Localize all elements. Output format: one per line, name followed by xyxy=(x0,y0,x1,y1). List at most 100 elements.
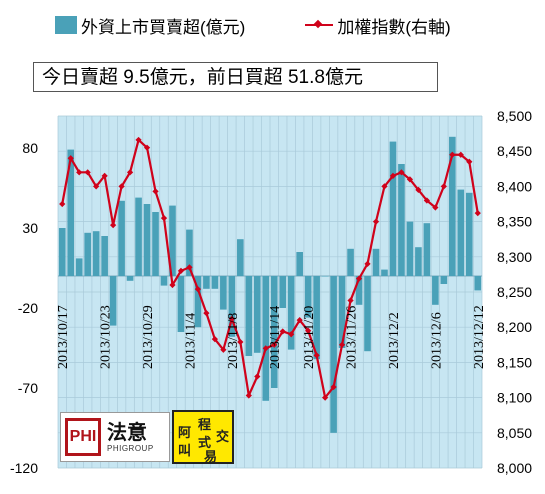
index-point xyxy=(93,183,100,190)
x-axis-tick-label: 2013/10/23 xyxy=(99,305,114,369)
bar xyxy=(270,276,278,388)
right-axis-tick-label: 8,000 xyxy=(497,460,532,476)
right-axis-tick-label: 8,250 xyxy=(497,284,532,300)
x-axis-tick-label: 2013/12/2 xyxy=(387,312,402,369)
right-axis-tick-label: 8,300 xyxy=(497,249,532,265)
bar xyxy=(398,164,405,276)
bar xyxy=(177,276,185,332)
bar xyxy=(152,212,159,276)
bar xyxy=(186,229,193,276)
index-point xyxy=(338,341,346,348)
bar xyxy=(338,276,346,348)
index-point xyxy=(143,144,151,151)
legend-item-line: 加權指數(右軸) xyxy=(305,13,451,38)
bar xyxy=(440,276,448,284)
index-point xyxy=(211,336,218,343)
index-point xyxy=(101,172,108,179)
index-point xyxy=(305,327,312,334)
chart-subtitle: 今日賣超 9.5億元，前日買超 51.8億元 xyxy=(33,62,438,92)
right-axis-tick-label: 8,450 xyxy=(497,143,532,159)
index-point xyxy=(398,169,405,176)
phigroup-logo: PHI 法意 PHIGROUP xyxy=(60,412,170,462)
phigroup-logo-mark: PHI xyxy=(65,418,101,456)
bar xyxy=(84,232,91,276)
bar xyxy=(126,276,134,281)
index-point xyxy=(118,183,125,190)
left-axis-tick-label: -70 xyxy=(18,380,38,396)
bar xyxy=(101,236,108,276)
bar xyxy=(211,276,219,289)
index-point xyxy=(355,275,363,282)
index-point xyxy=(296,317,303,324)
index-point xyxy=(237,338,244,346)
bar xyxy=(203,276,210,289)
bar xyxy=(279,276,287,308)
right-axis-tick-label: 8,350 xyxy=(497,214,532,230)
logo2-char: 式 xyxy=(198,435,212,450)
bar xyxy=(262,276,270,401)
x-axis-tick-label: 2013/11/4 xyxy=(183,313,198,369)
legend-bar-label: 外資上市買賣超(億元) xyxy=(81,17,246,37)
bar xyxy=(449,136,456,276)
right-axis-tick-label: 8,050 xyxy=(497,425,532,441)
bar xyxy=(135,197,142,276)
logo2-char: 阿 xyxy=(178,425,192,440)
bar xyxy=(237,239,244,276)
index-point xyxy=(322,394,329,401)
bar xyxy=(58,228,66,276)
bar xyxy=(381,269,388,276)
right-axis-tick-label: 8,400 xyxy=(497,178,532,194)
bar xyxy=(457,189,465,276)
bar xyxy=(465,192,473,276)
phigroup-logo-en: PHIGROUP xyxy=(107,443,154,453)
x-axis-tick-label: 2013/12/6 xyxy=(429,312,444,369)
index-point xyxy=(279,328,286,335)
bar xyxy=(321,276,329,277)
index-point xyxy=(160,214,168,222)
logo2-char: 交 xyxy=(216,429,230,444)
bar xyxy=(347,248,354,276)
index-point xyxy=(177,267,185,274)
index-point xyxy=(288,331,295,338)
legend-bar-swatch xyxy=(55,16,77,34)
x-axis-tick-label: 2013/11/8 xyxy=(226,313,241,369)
index-point xyxy=(372,218,380,225)
x-axis-tick-label: 2013/11/26 xyxy=(345,306,360,369)
legend-line-swatch xyxy=(305,18,334,32)
bar xyxy=(118,200,125,276)
right-axis-tick-label: 8,200 xyxy=(497,319,532,335)
index-point xyxy=(364,260,371,267)
legend-line-label: 加權指數(右軸) xyxy=(337,17,451,37)
x-axis-tick-label: 2013/11/14 xyxy=(268,306,283,369)
left-axis-tick-label: -20 xyxy=(18,300,38,316)
bar xyxy=(245,276,253,356)
bar xyxy=(296,252,303,276)
x-axis-tick-label: 2013/12/12 xyxy=(472,305,487,369)
phigroup-logo-cn: 法意 xyxy=(107,421,147,444)
x-axis-tick-label: 2013/10/29 xyxy=(141,305,156,369)
bar xyxy=(220,276,227,310)
index-point xyxy=(254,373,261,380)
x-axis-tick-label: 2013/10/17 xyxy=(56,305,71,369)
program-trading-logo: 阿 叫 程 式 交 易 xyxy=(172,410,234,464)
right-axis-tick-label: 8,100 xyxy=(497,390,532,406)
right-axis-tick-label: 8,500 xyxy=(497,108,532,124)
bar xyxy=(109,276,117,326)
bar xyxy=(313,276,320,360)
bar xyxy=(169,205,176,276)
index-point xyxy=(330,383,337,391)
left-axis-tick-label: 30 xyxy=(22,220,38,236)
bar xyxy=(330,276,337,433)
index-point xyxy=(271,341,278,348)
index-point xyxy=(347,297,354,304)
left-axis-tick-label: 80 xyxy=(22,140,38,156)
bar xyxy=(432,276,439,305)
bar xyxy=(372,248,380,276)
bar xyxy=(423,223,431,276)
bar xyxy=(287,276,295,350)
bar xyxy=(143,204,151,276)
index-point xyxy=(59,200,66,208)
bar xyxy=(228,276,236,337)
bar xyxy=(406,221,414,276)
